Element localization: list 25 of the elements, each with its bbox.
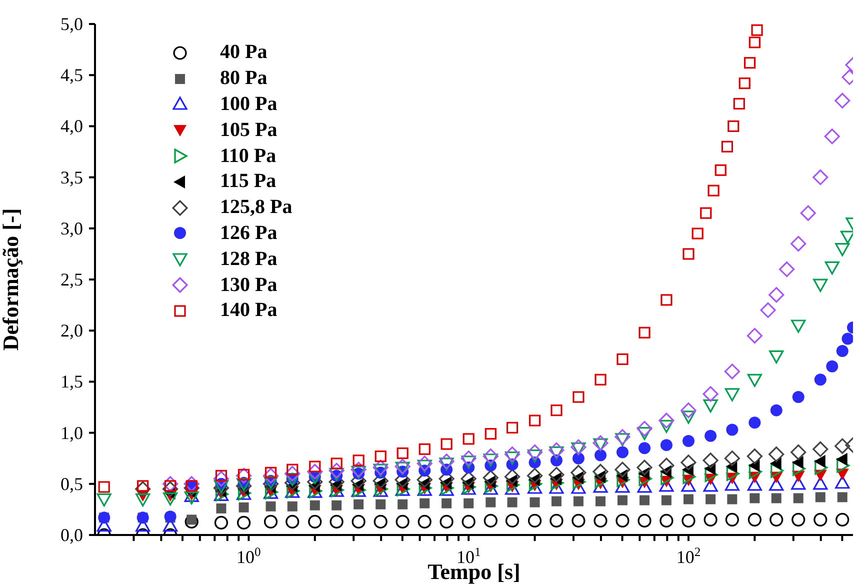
legend-label: 110 Pa (220, 144, 276, 168)
x-tick-label: 10$^{0}$ (236, 545, 261, 567)
legend-label: 125,8 Pa (220, 196, 292, 220)
y-tick-label: 4,0 (60, 116, 83, 136)
y-tick-label: 4,5 (60, 65, 83, 86)
legend-label: 140 Pa (220, 299, 278, 322)
legend-label: 80 Pa (220, 67, 268, 90)
legend-label: 40 Pa (220, 41, 268, 64)
legend-label: 128 Pa (220, 248, 278, 271)
legend-label: 126 Pa (220, 222, 278, 245)
y-tick-label: 1,0 (60, 422, 83, 443)
legend-label: 105 Pa (220, 118, 278, 142)
y-tick-label: 0,0 (60, 525, 83, 545)
y-tick-label: 3,0 (60, 218, 83, 238)
y-tick-label: 0,5 (60, 474, 83, 494)
y-tick-label: 2,5 (60, 270, 83, 290)
legend-label: 100 Pa (220, 92, 278, 116)
legend-label: 130 Pa (220, 274, 278, 297)
y-axis-title: Deformação [-] (0, 208, 23, 351)
y-tick-label: 3,5 (60, 167, 83, 188)
legend-label: 115 Pa (220, 170, 276, 194)
x-tick-label: 10$^{2}$ (676, 545, 701, 567)
y-tick-label: 5,0 (60, 14, 83, 34)
y-tick-label: 2,0 (60, 320, 83, 341)
y-tick-label: 1,5 (60, 372, 83, 392)
